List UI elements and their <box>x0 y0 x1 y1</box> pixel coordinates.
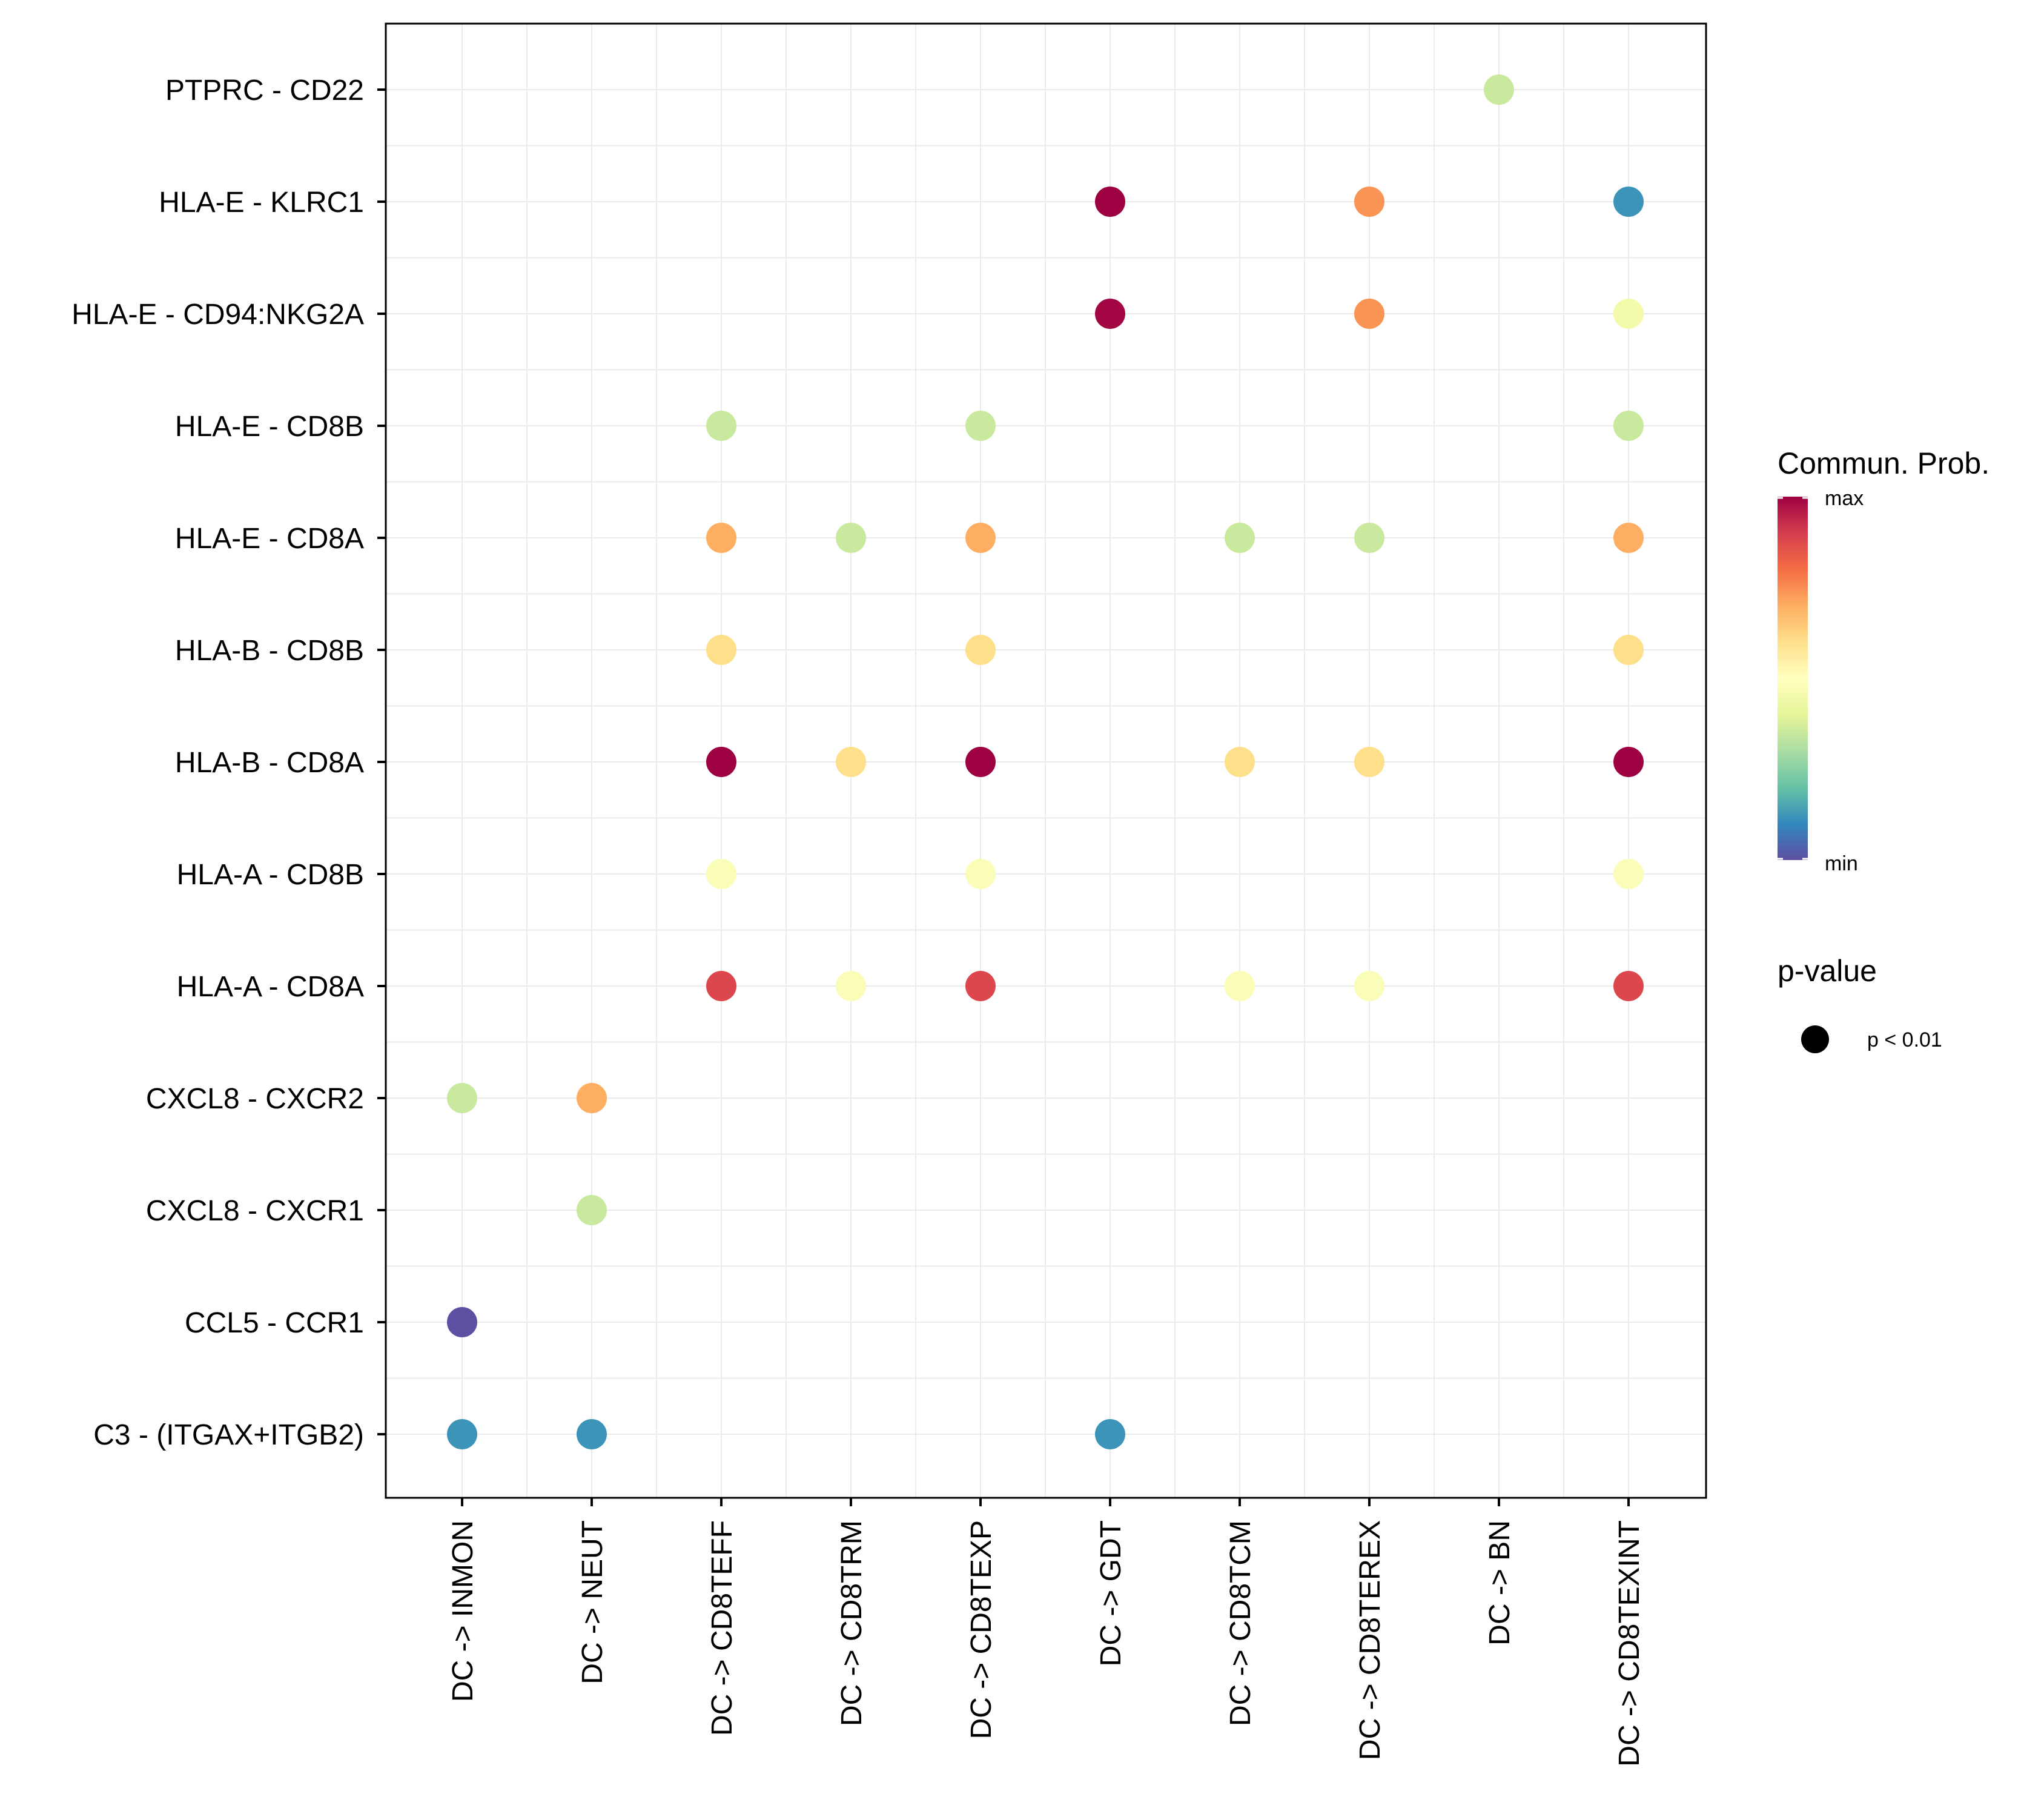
data-point <box>1613 411 1644 441</box>
x-tick-label: DC -> CD8TRM <box>836 1520 868 1726</box>
y-tick-label: HLA-E - CD8A <box>175 523 364 555</box>
y-tick-label: CCL5 - CCR1 <box>185 1307 364 1339</box>
data-point <box>706 523 736 553</box>
data-point <box>577 1419 607 1449</box>
data-point <box>965 523 996 553</box>
data-point <box>965 635 996 665</box>
y-tick-label: HLA-A - CD8B <box>177 859 364 891</box>
x-tick-label: DC -> INMON <box>447 1520 479 1702</box>
x-tick-label: DC -> BN <box>1484 1520 1516 1646</box>
data-point <box>836 971 866 1001</box>
data-point <box>447 1419 477 1449</box>
data-point <box>1225 523 1255 553</box>
y-tick-label: HLA-E - CD94:NKG2A <box>71 299 364 331</box>
y-tick-label: HLA-B - CD8A <box>175 747 364 779</box>
data-point <box>1613 971 1644 1001</box>
legend: Commun. Prob. max min p-value p < 0.01 <box>1778 446 1989 1053</box>
y-tick-label: HLA-E - CD8B <box>175 411 364 443</box>
data-point <box>706 411 736 441</box>
data-point <box>965 971 996 1001</box>
colorbar-max-label: max <box>1825 487 1864 510</box>
data-point <box>1613 747 1644 777</box>
data-point <box>447 1083 477 1113</box>
y-tick-label: C3 - (ITGAX+ITGB2) <box>93 1419 364 1451</box>
y-tick-label: HLA-A - CD8A <box>177 971 364 1003</box>
data-point <box>706 971 736 1001</box>
data-point <box>1613 859 1644 889</box>
data-point <box>706 747 736 777</box>
grid-lines <box>386 24 1706 1498</box>
x-axis-labels: DC -> INMON DC -> NEUT DC -> CD8TEFF DC -> … <box>447 1520 1645 1767</box>
size-legend-title: p-value <box>1778 954 1877 988</box>
x-tick-label: DC -> CD8TEXP <box>965 1520 997 1739</box>
size-legend-label: p < 0.01 <box>1867 1028 1942 1051</box>
y-tick-label: PTPRC - CD22 <box>165 74 364 107</box>
data-point <box>1095 299 1125 329</box>
data-point <box>1613 187 1644 217</box>
y-axis-labels: PTPRC - CD22 HLA-E - KLRC1 HLA-E - CD94:NK… <box>71 74 364 1451</box>
y-tick-label: CXCL8 - CXCR1 <box>146 1195 364 1227</box>
x-tick-label: DC -> NEUT <box>577 1520 609 1684</box>
x-tick-label: DC -> CD8TCM <box>1225 1520 1257 1726</box>
x-tick-label: DC -> GDT <box>1095 1520 1127 1666</box>
data-point <box>706 859 736 889</box>
data-point <box>577 1083 607 1113</box>
y-tick-label: HLA-E - KLRC1 <box>159 187 364 219</box>
data-point <box>1613 635 1644 665</box>
data-point <box>1095 1419 1125 1449</box>
data-point <box>1354 747 1384 777</box>
data-point <box>1354 187 1384 217</box>
colorbar-min-label: min <box>1825 852 1858 875</box>
colorbar <box>1778 497 1808 860</box>
data-point <box>836 747 866 777</box>
y-tick-label: HLA-B - CD8B <box>175 635 364 667</box>
data-point <box>706 635 736 665</box>
data-point <box>1613 299 1644 329</box>
data-point <box>965 411 996 441</box>
data-point <box>965 747 996 777</box>
data-point <box>577 1195 607 1225</box>
data-point <box>1225 747 1255 777</box>
x-tick-label: DC -> CD8TEFF <box>706 1520 738 1736</box>
data-point <box>1095 187 1125 217</box>
data-point <box>1484 74 1514 105</box>
data-point <box>1354 523 1384 553</box>
y-tick-label: CXCL8 - CXCR2 <box>146 1083 364 1115</box>
data-point <box>1613 523 1644 553</box>
axis-ticks <box>377 88 1630 1506</box>
data-point <box>1225 971 1255 1001</box>
data-point <box>836 523 866 553</box>
data-point <box>447 1307 477 1337</box>
data-points <box>447 74 1644 1449</box>
data-point <box>965 859 996 889</box>
data-point <box>1354 971 1384 1001</box>
colorbar-title: Commun. Prob. <box>1778 446 1989 480</box>
size-legend-key <box>1801 1025 1829 1053</box>
data-point <box>1354 299 1384 329</box>
x-tick-label: DC -> CD8TEREX <box>1354 1520 1386 1760</box>
x-tick-label: DC -> CD8TEXINT <box>1613 1520 1645 1767</box>
